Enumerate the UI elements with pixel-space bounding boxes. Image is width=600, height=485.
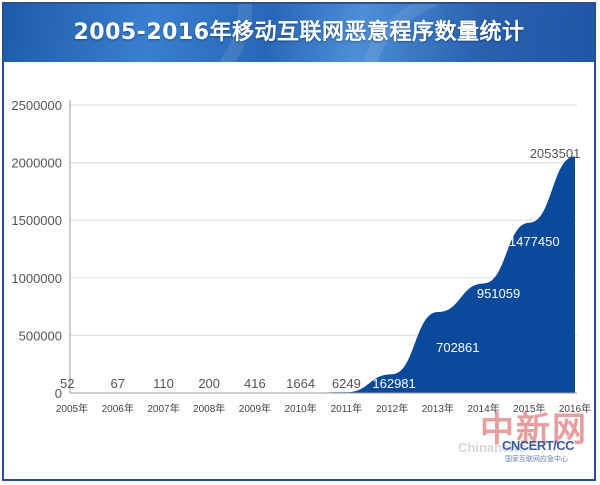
watermark-text: Chinanews	[458, 440, 527, 455]
x-tick-label: 2014年	[467, 402, 499, 415]
data-label: 67	[110, 376, 124, 391]
x-tick-label: 2011年	[331, 402, 363, 415]
watermark-mark: 中新网	[480, 410, 588, 450]
data-label: 6249	[332, 376, 361, 391]
x-tick-label: 2016年	[559, 402, 591, 415]
x-tick-label: 2015年	[513, 402, 545, 415]
y-tick-label: 0	[55, 386, 62, 401]
x-tick-label: 2009年	[239, 402, 271, 415]
y-tick-label: 500000	[19, 328, 62, 343]
data-labels: 52 67 110 200 416 1664 6249 162981 702861 951059 1…	[60, 146, 580, 391]
x-tick-label: 2006年	[102, 402, 134, 415]
x-tick-label: 2008年	[193, 402, 225, 415]
data-label: 52	[60, 376, 74, 391]
x-tick-label: 2005年	[56, 402, 88, 415]
y-axis-ticks: 0 500000 1000000 1500000 2000000 2500000	[11, 98, 62, 401]
x-tick-label: 2007年	[147, 402, 179, 415]
y-tick-label: 1000000	[11, 271, 62, 286]
data-label: 951059	[477, 286, 520, 301]
x-tick-label: 2013年	[422, 402, 454, 415]
cncert-logo-subtitle: 国家互联网应急中心	[505, 455, 568, 463]
y-tick-label: 2000000	[11, 156, 62, 171]
chart-title: 2005-2016年移动互联网恶意程序数量统计	[73, 20, 525, 45]
y-tick-label: 1500000	[11, 213, 62, 228]
x-axis-ticks: 2005年 2006年 2007年 2008年 2009年 2010年 2011年 2012年…	[56, 402, 591, 415]
data-label: 162981	[372, 376, 415, 391]
chart-header: 2005-2016年移动互联网恶意程序数量统计	[4, 4, 594, 62]
chart-frame: 2005-2016年移动互联网恶意程序数量统计	[2, 2, 596, 481]
area-series	[72, 156, 575, 393]
cncert-logo: CNCERT/CC	[502, 438, 575, 453]
x-tick-label: 2010年	[285, 402, 317, 415]
data-label: 416	[244, 376, 266, 391]
data-label: 702861	[436, 340, 479, 355]
data-label: 110	[153, 376, 174, 391]
y-tick-label: 2500000	[11, 98, 62, 113]
x-tick-label: 2012年	[376, 402, 408, 415]
data-label: 1477450	[509, 234, 560, 249]
data-label: 2053501	[530, 146, 581, 161]
data-label: 1664	[286, 376, 315, 391]
data-label: 200	[198, 376, 220, 391]
